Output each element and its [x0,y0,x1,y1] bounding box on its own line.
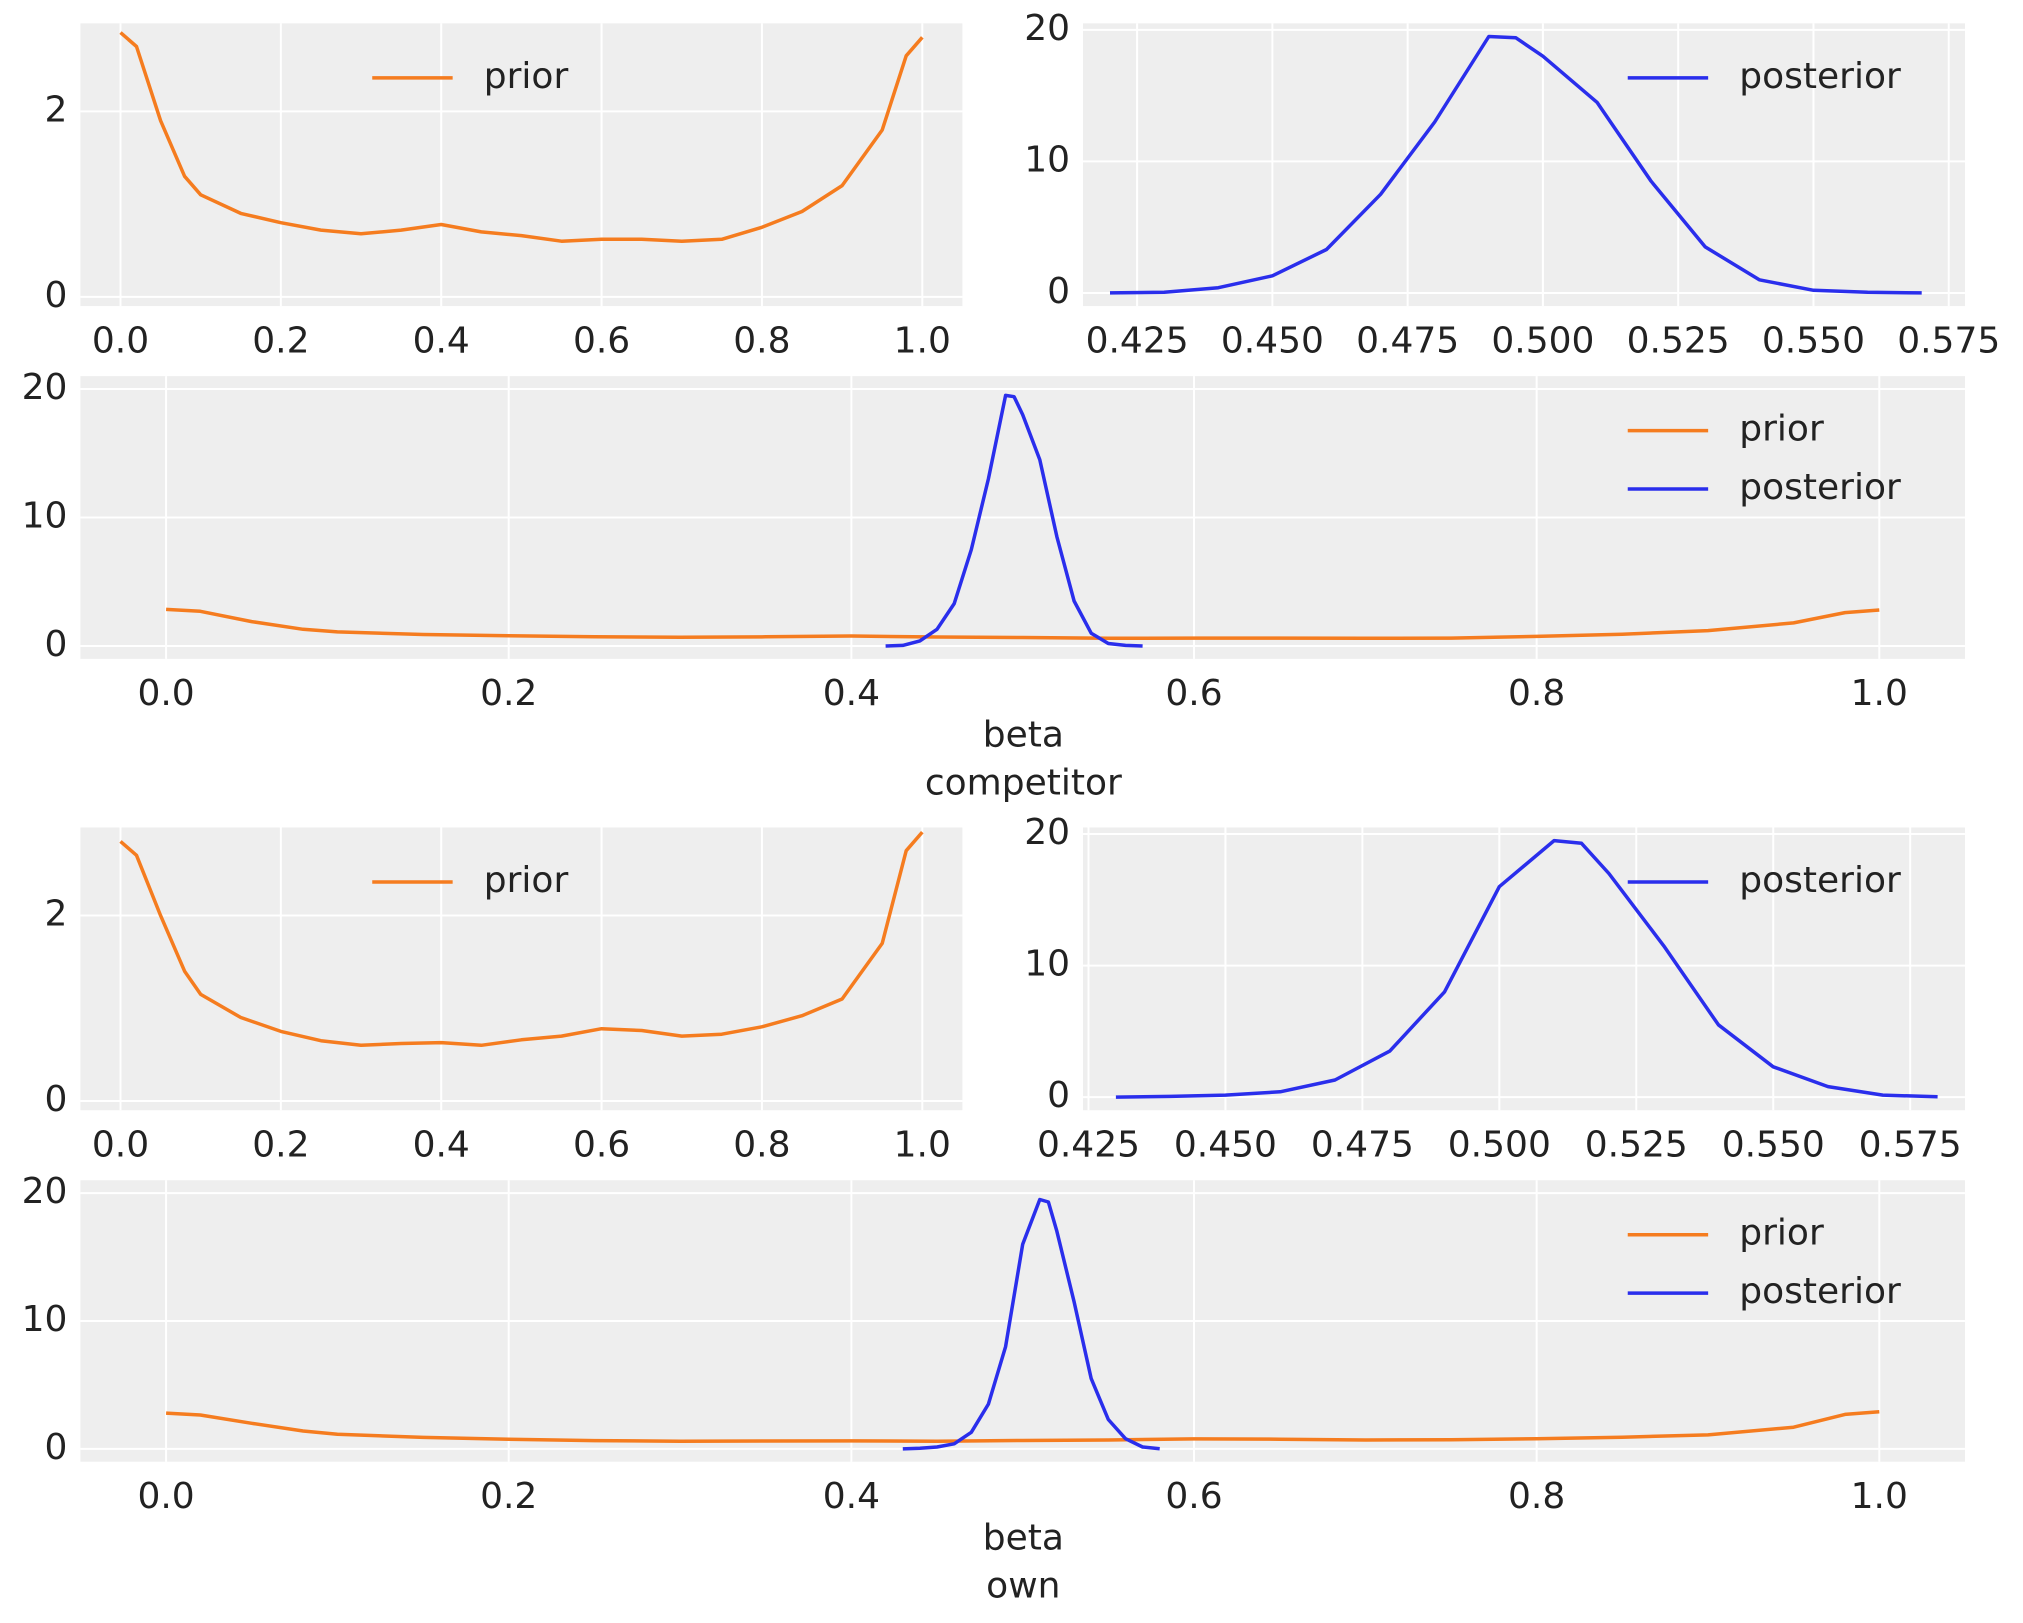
x-axis-label: beta [983,1518,1064,1559]
x-tick-label: 0.500 [1491,320,1594,361]
plot-area [80,827,963,1111]
x-tick-label: 0.8 [1508,1476,1565,1517]
x-tick-label: 0.525 [1585,1125,1688,1166]
x-tick-label: 0.475 [1356,320,1459,361]
x-tick-label: 0.425 [1037,1125,1140,1166]
x-tick-label: 0.8 [733,1125,790,1166]
x-tick-label: 1.0 [1851,673,1908,714]
legend-label: posterior [1739,467,1901,508]
y-tick-label: 0 [1047,271,1070,312]
x-tick-label: 0.0 [137,673,194,714]
y-tick-label: 0 [45,275,68,316]
x-tick-label: 0.550 [1722,1125,1825,1166]
x-tick-label: 0.2 [480,673,537,714]
x-tick-label: 0.6 [1165,673,1222,714]
density-line [166,607,1880,641]
x-tick-label: 0.425 [1086,320,1189,361]
x-tick-label: 0.4 [413,1125,470,1166]
y-tick-label: 0 [1047,1075,1070,1116]
y-tick-label: 20 [1024,812,1070,853]
legend-label: prior [1739,409,1824,450]
x-tick-label: 0.8 [1508,673,1565,714]
y-tick-label: 10 [1024,139,1070,180]
x-tick-label: 0.4 [413,320,470,361]
y-tick-label: 10 [22,496,68,537]
density-line [1115,838,1938,1099]
legend-label: posterior [1739,1271,1901,1312]
x-axis-label: competitor [925,763,1122,804]
legend-label: prior [484,56,569,97]
density-line [166,1410,1880,1443]
x-tick-label: 0.4 [823,1476,880,1517]
x-tick-label: 0.0 [137,1476,194,1517]
density-line [1109,34,1922,295]
x-tick-label: 0.475 [1311,1125,1414,1166]
y-tick-label: 0 [45,1427,68,1468]
x-tick-label: 0.2 [480,1476,537,1517]
x-tick-label: 0.450 [1174,1125,1277,1166]
y-tick-label: 2 [45,894,68,935]
x-tick-label: 0.575 [1859,1125,1962,1166]
x-tick-label: 0.450 [1221,320,1324,361]
density-line [119,830,924,1048]
legend-label: prior [1739,1213,1824,1254]
x-tick-label: 0.6 [573,320,630,361]
x-tick-label: 1.0 [1851,1476,1908,1517]
legend-label: posterior [1739,860,1901,901]
x-tick-label: 0.550 [1762,320,1865,361]
x-axis-label: beta [983,715,1064,756]
y-tick-label: 0 [45,624,68,665]
y-tick-label: 20 [22,367,68,408]
y-tick-label: 10 [22,1299,68,1340]
x-tick-label: 0.0 [92,320,149,361]
x-tick-label: 0.500 [1448,1125,1551,1166]
plot-area [1082,23,1965,307]
y-tick-label: 20 [1024,8,1070,49]
x-tick-label: 0.2 [252,320,309,361]
x-tick-label: 0.2 [252,1125,309,1166]
x-tick-label: 0.0 [92,1125,149,1166]
density-line [119,31,924,243]
y-tick-label: 10 [1024,944,1070,985]
legend-label: prior [484,860,569,901]
y-tick-label: 0 [45,1079,68,1120]
x-tick-label: 1.0 [894,320,951,361]
density-line [902,1197,1160,1451]
x-tick-label: 1.0 [894,1125,951,1166]
legend-label: posterior [1739,56,1901,97]
plot-area [1082,827,1965,1111]
x-axis-label: own [986,1566,1060,1607]
x-tick-label: 0.8 [733,320,790,361]
x-tick-label: 0.6 [573,1125,630,1166]
x-tick-label: 0.525 [1627,320,1730,361]
x-tick-label: 0.575 [1897,320,2000,361]
x-tick-label: 0.4 [823,673,880,714]
density-line [885,393,1143,648]
plot-area [80,23,963,307]
y-tick-label: 2 [45,89,68,130]
y-tick-label: 20 [22,1171,68,1212]
x-tick-label: 0.6 [1165,1476,1222,1517]
